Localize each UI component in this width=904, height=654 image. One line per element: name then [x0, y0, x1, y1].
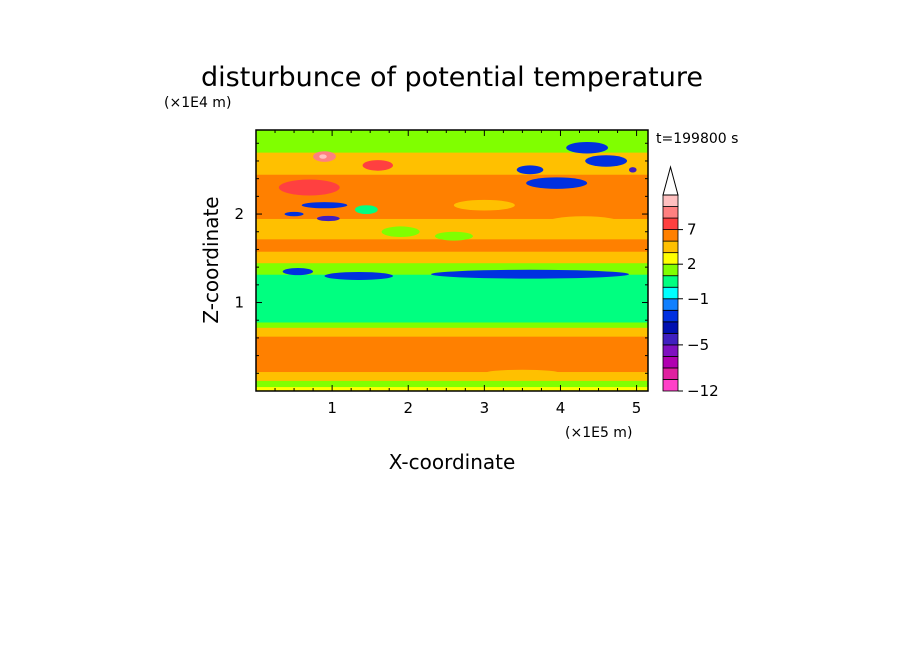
contour-feature-3	[408, 288, 500, 296]
y-unit-label: (×1E4 m)	[164, 95, 231, 111]
contour-feature-20	[453, 199, 515, 211]
colorbar-box-16	[662, 194, 679, 207]
x-tick-label-1: 2	[403, 399, 413, 417]
contour-feature-9	[284, 211, 304, 217]
contour-band-5	[256, 321, 648, 328]
contour-feature-6	[319, 154, 327, 159]
contour-feature-14	[566, 141, 609, 154]
contour-feature-2	[282, 268, 314, 276]
plot-field	[256, 130, 648, 391]
plot-frame	[255, 129, 649, 392]
contour-feature-10	[316, 215, 340, 222]
colorbar-tick-label-0: 7	[687, 221, 697, 239]
y-axis-ticks: 12	[234, 142, 648, 374]
contour-feature-23	[408, 346, 454, 356]
x-tick-label-2: 3	[480, 399, 490, 417]
contour-feature-13	[434, 231, 473, 241]
contour-band-14	[256, 196, 648, 211]
colorbar-tick-label-1: 2	[687, 255, 697, 273]
contour-feature-17	[516, 165, 544, 175]
contour-band-13	[256, 209, 648, 219]
contour-band-8	[256, 274, 648, 286]
contour-feature-19	[488, 143, 527, 153]
contour-band-16	[256, 152, 648, 175]
colorbar-box-5	[662, 321, 679, 334]
contour-feature-7	[362, 160, 394, 171]
colorbar-box-3	[662, 344, 679, 357]
colorbar-tick-label-2: −1	[687, 290, 709, 308]
contour-band-4	[256, 327, 648, 337]
y-tick-label-0: 1	[234, 294, 244, 312]
colorbar-box-7	[662, 298, 679, 311]
colorbar-box-9	[662, 275, 679, 288]
x-tick-label-4: 5	[632, 399, 642, 417]
time-label: t=199800 s	[656, 131, 738, 147]
colorbar-box-0	[662, 379, 679, 392]
contour-feature-21	[545, 216, 622, 230]
colorbar-tick-label-4: −12	[687, 382, 719, 400]
colorbar-box-14	[662, 217, 679, 230]
contour-feature-15	[585, 155, 628, 167]
y-axis-label: Z-coordinate	[199, 196, 223, 323]
contour-band-2	[256, 371, 648, 381]
x-axis-label: X-coordinate	[389, 450, 516, 474]
x-tick-label-3: 4	[556, 399, 566, 417]
contour-band-11	[256, 238, 648, 252]
contour-band-17	[256, 130, 648, 153]
colorbar-box-6	[662, 309, 679, 323]
x-axis-ticks: 1 2 3 4 5	[274, 130, 642, 417]
colorbar-box-13	[662, 229, 679, 242]
colorbar-box-2	[662, 356, 679, 369]
contour-band-1	[256, 380, 648, 388]
contour-feature-11	[354, 205, 378, 215]
contour-feature-4	[278, 179, 340, 196]
contour-feature-16	[526, 177, 588, 189]
contour-band-10	[256, 251, 648, 264]
colorbar-box-1	[662, 367, 679, 380]
contour-band-6	[256, 298, 648, 323]
contour-feature-25	[484, 369, 561, 377]
colorbar-box-8	[662, 286, 679, 300]
feature-layer	[278, 141, 637, 377]
contour-feature-18	[628, 167, 637, 173]
chart-title: disturbunce of potential temperature	[201, 62, 703, 93]
x-unit-label: (×1E5 m)	[565, 425, 632, 441]
contour-feature-1	[324, 272, 394, 280]
colorbar-box-11	[662, 252, 679, 265]
colorbar-max-arrow	[662, 165, 679, 196]
contour-feature-8	[301, 202, 348, 209]
colorbar-box-4	[662, 332, 679, 346]
contour-feature-22	[282, 345, 321, 357]
y-tick-label-1: 2	[234, 205, 244, 223]
colorbar-box-10	[662, 263, 679, 277]
x-tick-label-0: 1	[327, 399, 337, 417]
contour-band-0	[256, 386, 648, 391]
colorbar-tick-label-3: −5	[687, 336, 709, 354]
contour-feature-24	[545, 350, 607, 361]
contour-feature-0	[431, 269, 629, 279]
colorbar-box-12	[662, 240, 679, 254]
contour-feature-12	[381, 226, 420, 238]
colorbar-box-15	[662, 206, 679, 219]
colorbar: 7 2 −1 −5 −12	[662, 165, 719, 400]
